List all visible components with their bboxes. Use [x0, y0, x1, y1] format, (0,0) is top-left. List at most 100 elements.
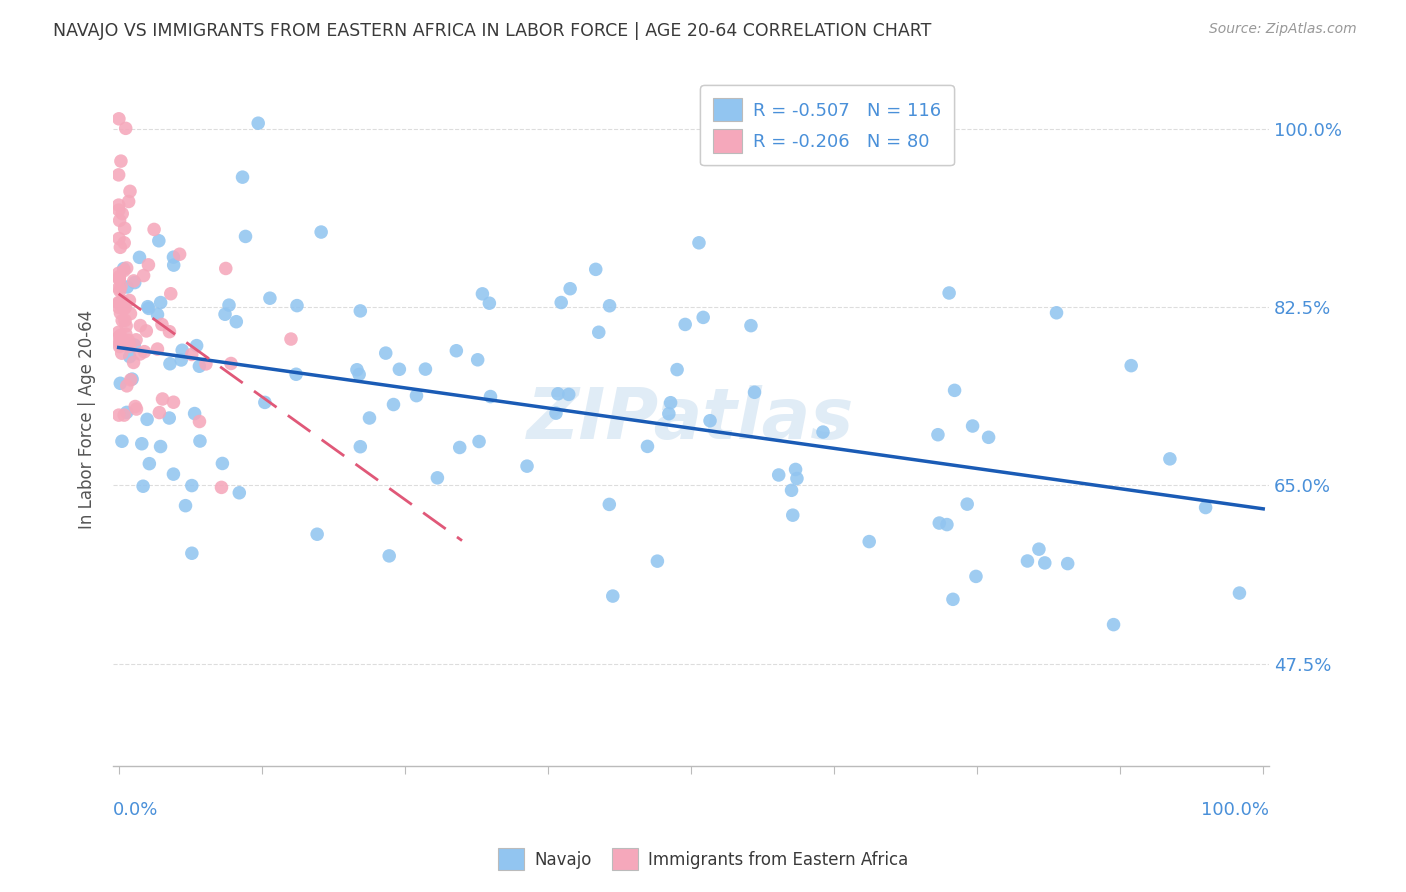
- Text: 100.0%: 100.0%: [1201, 801, 1270, 820]
- Point: [183, 407, 205, 421]
- Point: [935, 517, 957, 532]
- Point: [307, 527, 329, 541]
- Point: [740, 318, 762, 333]
- Point: [247, 116, 270, 130]
- Point: [124, 276, 146, 290]
- Point: [547, 386, 569, 401]
- Point: [138, 258, 160, 272]
- Point: [467, 352, 489, 367]
- Point: [785, 462, 807, 476]
- Point: [115, 405, 138, 419]
- Point: [162, 467, 184, 482]
- Point: [162, 395, 184, 409]
- Point: [108, 271, 131, 285]
- Point: [699, 414, 721, 428]
- Point: [107, 266, 129, 280]
- Point: [659, 395, 682, 409]
- Point: [962, 419, 984, 434]
- Point: [115, 280, 138, 294]
- Point: [942, 592, 965, 607]
- Point: [162, 250, 184, 264]
- Point: [928, 516, 950, 530]
- Point: [285, 299, 308, 313]
- Point: [120, 373, 142, 387]
- Point: [117, 194, 139, 209]
- Point: [768, 467, 790, 482]
- Point: [132, 479, 155, 493]
- Point: [560, 282, 582, 296]
- Point: [468, 434, 491, 449]
- Point: [129, 318, 152, 333]
- Point: [149, 295, 172, 310]
- Point: [107, 168, 129, 182]
- Point: [550, 295, 572, 310]
- Point: [965, 569, 987, 583]
- Point: [110, 296, 132, 310]
- Point: [110, 154, 132, 169]
- Point: [673, 318, 696, 332]
- Point: [157, 411, 180, 425]
- Point: [125, 333, 148, 347]
- Point: [588, 325, 610, 339]
- Point: [111, 294, 134, 309]
- Point: [125, 402, 148, 417]
- Point: [359, 411, 381, 425]
- Point: [285, 368, 308, 382]
- Point: [280, 332, 302, 346]
- Point: [388, 362, 411, 376]
- Point: [108, 281, 131, 295]
- Point: [122, 274, 145, 288]
- Point: [110, 279, 132, 293]
- Point: [637, 439, 659, 453]
- Point: [146, 342, 169, 356]
- Point: [927, 427, 949, 442]
- Point: [1033, 556, 1056, 570]
- Point: [108, 284, 131, 298]
- Point: [479, 390, 502, 404]
- Point: [938, 285, 960, 300]
- Point: [115, 318, 138, 333]
- Point: [211, 480, 233, 494]
- Point: [1017, 554, 1039, 568]
- Point: [1056, 557, 1078, 571]
- Point: [138, 301, 160, 316]
- Point: [112, 408, 135, 422]
- Point: [108, 203, 131, 218]
- Point: [114, 335, 136, 350]
- Point: [112, 263, 135, 277]
- Point: [215, 261, 238, 276]
- Point: [148, 234, 170, 248]
- Point: [346, 363, 368, 377]
- Point: [163, 258, 186, 272]
- Point: [108, 213, 131, 227]
- Point: [1159, 451, 1181, 466]
- Point: [180, 546, 202, 560]
- Point: [112, 301, 135, 316]
- Point: [150, 318, 173, 332]
- Point: [112, 261, 135, 276]
- Point: [378, 549, 401, 563]
- Point: [107, 296, 129, 310]
- Point: [114, 327, 136, 342]
- Point: [405, 389, 427, 403]
- Point: [108, 231, 131, 245]
- Point: [1121, 359, 1143, 373]
- Point: [1045, 306, 1067, 320]
- Text: ZIPatlas: ZIPatlas: [527, 384, 855, 454]
- Point: [108, 112, 131, 126]
- Point: [148, 406, 170, 420]
- Point: [943, 384, 966, 398]
- Point: [415, 362, 437, 376]
- Point: [1229, 586, 1251, 600]
- Point: [214, 307, 236, 321]
- Point: [121, 372, 143, 386]
- Point: [143, 222, 166, 236]
- Point: [118, 350, 141, 364]
- Point: [478, 296, 501, 310]
- Point: [426, 471, 449, 485]
- Point: [107, 295, 129, 310]
- Point: [647, 554, 669, 568]
- Point: [598, 497, 620, 511]
- Point: [188, 359, 211, 374]
- Point: [382, 398, 405, 412]
